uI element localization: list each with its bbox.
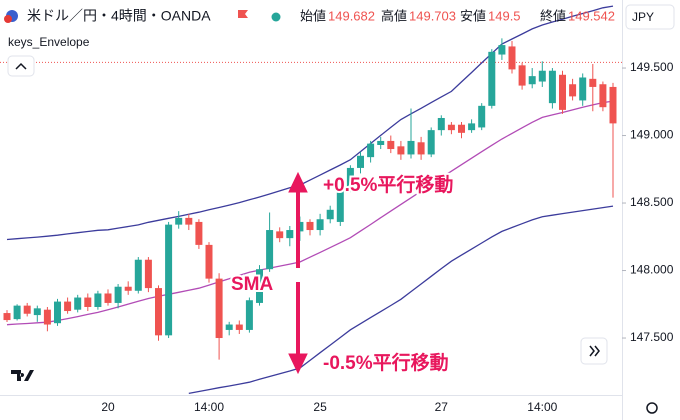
candle-body (124, 286, 132, 291)
candle-body (589, 78, 597, 87)
candle-body (447, 124, 455, 131)
envelope-line (6, 100, 614, 326)
candle-body (306, 221, 314, 231)
candle-body (144, 259, 152, 289)
currency-button[interactable] (625, 4, 675, 30)
candle-body (417, 142, 425, 155)
y-tick-label: 149.500 (630, 60, 674, 74)
chart-title: 米ドル／円・4時間・OANDA (27, 8, 211, 24)
candle-body (336, 186, 344, 222)
candle-body (266, 230, 274, 270)
candle-body (235, 324, 243, 330)
candle-body (528, 76, 536, 85)
candle-body (155, 288, 162, 336)
candle-body (397, 146, 405, 155)
candle-body (185, 217, 193, 225)
candle-body (518, 65, 526, 86)
candle-body (84, 297, 92, 307)
annotation: SMA (231, 274, 274, 295)
candle-body (215, 278, 223, 339)
candle-body (94, 293, 102, 307)
candle-body (43, 309, 51, 325)
x-tick-label: 14:00 (194, 400, 224, 414)
candle-body (458, 124, 465, 133)
annotation: +0.5%平行移動 (323, 173, 453, 196)
candle-body (33, 308, 41, 316)
low-value: 149.5 (488, 8, 521, 23)
x-tick-label: 14:00 (527, 400, 557, 414)
settings-icon[interactable] (646, 402, 658, 414)
candle-body (3, 313, 11, 321)
candle-body (377, 140, 385, 145)
envelope-line (188, 205, 614, 395)
x-tick-label: 25 (313, 400, 327, 414)
close-value: 149.542 (568, 8, 615, 23)
scroll-icon (589, 345, 600, 357)
envelope-line (6, 5, 614, 241)
candle-body (508, 46, 516, 70)
candle-body (74, 297, 82, 310)
candle-body (468, 123, 476, 131)
candle-body (346, 167, 354, 187)
candle-body (114, 286, 122, 303)
candle-body (205, 244, 213, 279)
status-dot (271, 12, 281, 22)
candle-body (548, 70, 556, 104)
flag-icon[interactable] (238, 10, 248, 18)
open-label: 始値 (300, 8, 326, 23)
candle-body (357, 155, 364, 168)
annotation-arrows (288, 171, 308, 375)
candle-body (286, 230, 294, 239)
y-tick-label: 149.000 (630, 128, 674, 142)
candle-body (175, 217, 183, 225)
candle-body (488, 51, 496, 106)
candle-body (276, 231, 284, 239)
candle-body (478, 105, 486, 128)
candle-body (498, 45, 506, 55)
indicator-name: keys_Envelope (8, 35, 90, 49)
annotation: -0.5%平行移動 (323, 351, 449, 374)
candle-body (326, 209, 334, 220)
candle-body (54, 301, 61, 324)
candle-body (64, 301, 72, 312)
candle-body (569, 84, 577, 97)
candle-body (13, 305, 21, 320)
candle-body (407, 140, 415, 155)
candle-body (579, 77, 587, 101)
candle-body (538, 70, 546, 82)
candle-body (225, 324, 233, 330)
candle-body (104, 293, 112, 303)
symbol-icon (4, 15, 12, 23)
candle-body (437, 117, 445, 131)
candle-body (195, 221, 203, 245)
collapse-button[interactable] (7, 55, 35, 77)
candle-body (165, 224, 173, 336)
candle-body (134, 259, 142, 291)
candle-body (599, 84, 607, 108)
candle-body (316, 219, 324, 231)
candle-body (23, 305, 31, 314)
candle-body (256, 269, 263, 303)
x-tick-label: 27 (435, 400, 449, 414)
low-label: 安値 (460, 8, 486, 23)
candle-body (609, 86, 617, 124)
currency: JPY (632, 10, 654, 24)
high-label: 高値 (381, 8, 407, 23)
high-value: 149.703 (409, 8, 456, 23)
x-tick-label: 20 (101, 400, 115, 414)
y-tick-label: 148.000 (630, 263, 674, 277)
candle-body (387, 140, 395, 150)
collapse-icon (15, 62, 27, 70)
candle-body (367, 143, 375, 158)
candle-body (245, 300, 253, 330)
close-label: 終値 (540, 8, 566, 23)
candle-body (427, 130, 435, 155)
candle-body (559, 74, 566, 110)
y-tick-label: 148.500 (630, 195, 674, 209)
open-value: 149.682 (328, 8, 375, 23)
y-tick-label: 147.500 (630, 330, 674, 344)
logo (11, 370, 34, 381)
